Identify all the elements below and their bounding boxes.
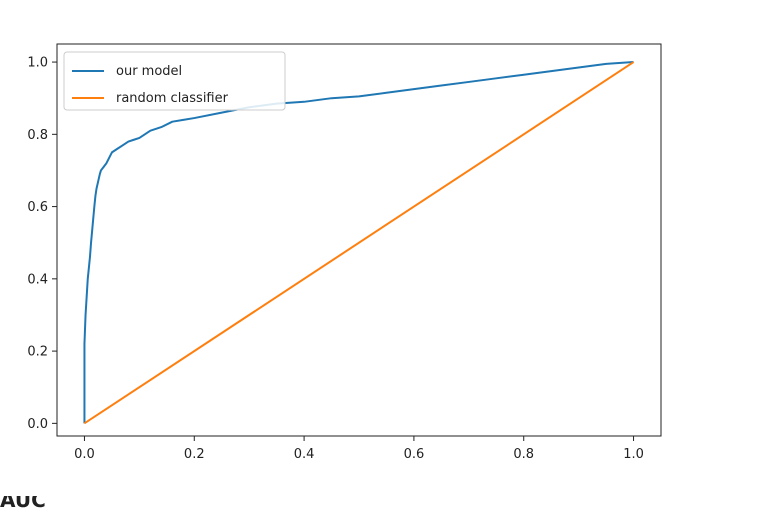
y-tick-label: 0.6 xyxy=(27,200,48,215)
legend-label-our-model: our model xyxy=(116,64,182,79)
x-tick-label: 0.8 xyxy=(513,447,534,462)
y-tick-label: 0.4 xyxy=(27,272,48,287)
y-tick-label: 1.0 xyxy=(27,56,48,71)
legend: our model random classifier xyxy=(63,51,286,111)
legend-label-random-classifier: random classifier xyxy=(116,91,229,106)
y-tick-label: 0.8 xyxy=(27,128,48,143)
x-tick-label: 1.0 xyxy=(623,447,644,462)
series-line-random-classifier xyxy=(83,61,635,425)
x-tick-label: 0.2 xyxy=(184,447,205,462)
y-tick-label: 0.0 xyxy=(27,417,48,432)
cut-off-heading-text: AUC xyxy=(0,496,46,510)
axes-layer: 0.0 0.2 0.4 0.6 0.8 1.0 0.0 0.2 0.4 0.6 0.8 1.0 xyxy=(27,56,644,462)
x-tick-label: 0.6 xyxy=(404,447,425,462)
series-line-our-model xyxy=(83,61,634,424)
legend-box xyxy=(63,51,286,111)
cut-off-heading: AUC xyxy=(0,496,60,510)
x-tick-label: 0.4 xyxy=(294,447,315,462)
y-tick-label: 0.2 xyxy=(27,345,48,360)
x-tick-label: 0.0 xyxy=(74,447,95,462)
series-layer xyxy=(83,61,635,425)
